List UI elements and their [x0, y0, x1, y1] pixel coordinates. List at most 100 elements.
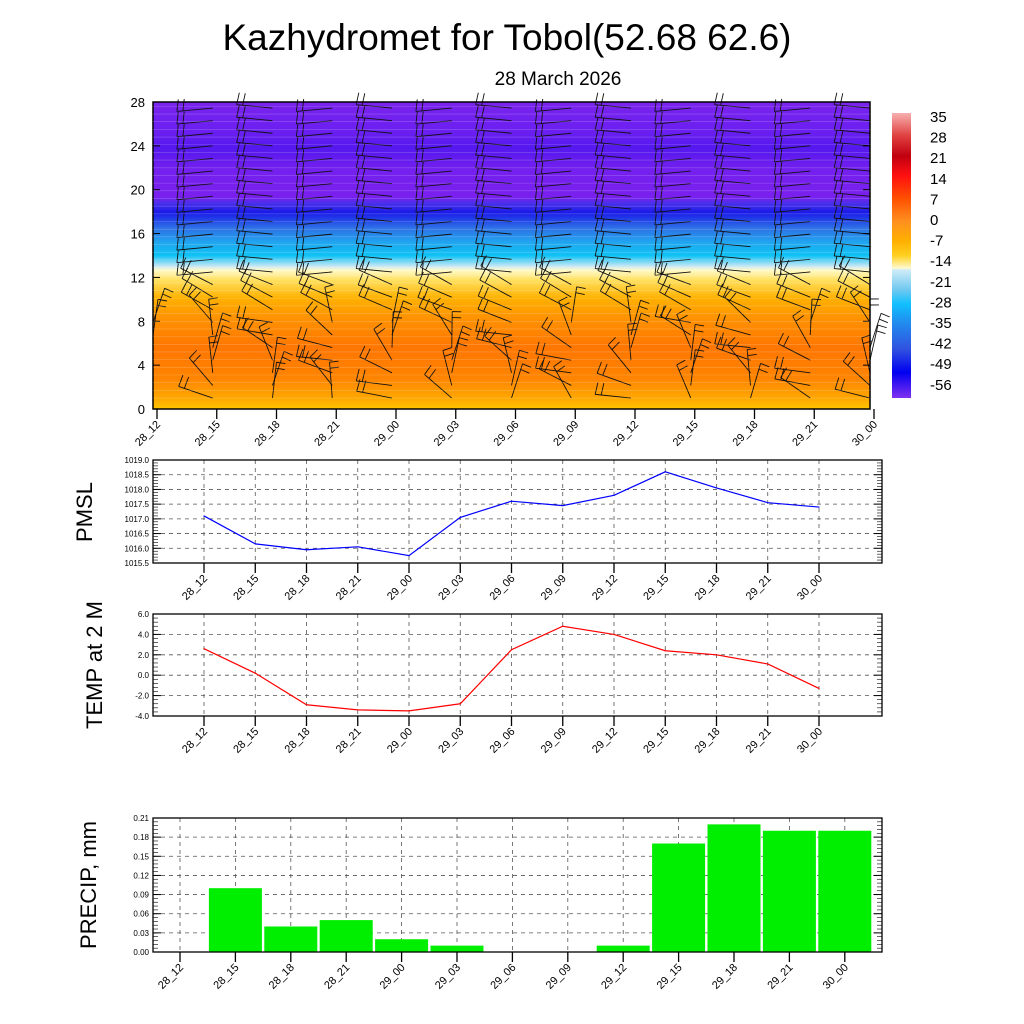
- wind-barb-flag: [702, 338, 712, 344]
- wind-barb-flag: [418, 271, 424, 284]
- wind-barb-staff: [475, 268, 512, 273]
- x-tick-label: 28_21: [334, 573, 364, 603]
- wind-barb-flag: [403, 300, 413, 305]
- wind-barb-flag: [654, 162, 657, 175]
- wind-barb-staff: [600, 290, 632, 311]
- y-tick-label: 4: [138, 358, 145, 373]
- wind-barb-flag: [415, 124, 418, 137]
- wind-barb-flag: [779, 111, 783, 124]
- data-point: [664, 471, 666, 473]
- wind-barb-flag: [176, 137, 179, 150]
- wind-barb-flag: [773, 200, 777, 213]
- wind-barb-flag: [457, 343, 468, 347]
- wind-barb-flag: [242, 317, 247, 330]
- wind-barb-flag: [242, 181, 246, 194]
- x-tick-label: 29_00: [385, 726, 415, 756]
- wind-barb-flag: [720, 257, 724, 270]
- wind-barb-staff: [836, 296, 871, 311]
- wind-barb-flag: [415, 162, 418, 175]
- wind-barb-staff: [717, 294, 751, 311]
- wind-barb-flag: [421, 111, 424, 124]
- wind-barb-flag: [594, 218, 599, 231]
- x-tick-label: 28_12: [133, 419, 163, 449]
- x-tick-label: 28_21: [312, 419, 342, 449]
- colorbar-label: -56: [930, 377, 952, 394]
- wind-barbs: [152, 92, 890, 399]
- wind-barb-flag: [779, 250, 783, 263]
- wind-barb-flag: [242, 219, 246, 232]
- wind-barb-flag: [295, 149, 299, 162]
- wind-barb-staff: [356, 242, 393, 248]
- y-tick-label: 1018.0: [125, 485, 150, 494]
- wind-barb-flag: [600, 143, 605, 156]
- wind-barb-flag: [541, 342, 546, 355]
- wind-barb-flag: [779, 161, 783, 174]
- wind-barb-flag: [481, 156, 485, 169]
- wind-barb-staff: [324, 287, 333, 323]
- wind-barb-flag: [415, 238, 418, 251]
- wind-barb-flag: [654, 212, 657, 225]
- wind-barb-flag: [879, 318, 889, 324]
- wind-barb-flag: [534, 137, 538, 150]
- wind-barb-flag: [880, 312, 890, 318]
- wind-barb-flag: [488, 330, 497, 341]
- wind-barb-staff: [869, 324, 879, 361]
- wind-barb-flag: [415, 112, 418, 125]
- wind-barb-flag: [654, 137, 657, 150]
- wind-barb-flag: [534, 175, 538, 188]
- colorbar: 35 28 21 14 7 0 -7 -14 -21 -28 -35 -42 -49 -56: [892, 109, 952, 398]
- wind-barb-flag: [236, 168, 240, 181]
- wind-barb-flag: [428, 369, 436, 379]
- wind-barb-staff: [356, 142, 393, 147]
- wind-barb-flag: [779, 237, 783, 250]
- wind-barb-flag: [186, 271, 194, 282]
- wind-barb-flag: [654, 225, 657, 238]
- precip-bar: [762, 830, 816, 952]
- wind-barb-flag: [242, 231, 246, 245]
- x-tick-label: 29_09: [539, 726, 569, 756]
- wind-barb-flag: [301, 262, 305, 275]
- wind-barb-flag: [504, 340, 514, 345]
- wind-barb-flag: [295, 175, 299, 188]
- wind-barb-staff: [415, 246, 452, 251]
- x-tick-label: 29_06: [488, 573, 518, 603]
- wind-barb-flag: [600, 219, 605, 232]
- wind-barb-flag: [833, 256, 838, 269]
- wind-barb-flag: [242, 118, 246, 131]
- wind-barb-flag: [535, 356, 539, 369]
- wind-barb-flag: [773, 149, 777, 162]
- wind-barb-flag: [600, 168, 605, 181]
- wind-barb-flag: [594, 168, 599, 181]
- wind-barb-flag: [423, 288, 429, 300]
- x-tick-label: 29_15: [655, 962, 685, 992]
- wind-barb-flag: [421, 237, 424, 250]
- wind-barb-flag: [721, 315, 726, 328]
- data-point: [357, 709, 359, 711]
- wind-barb-flag: [546, 320, 554, 331]
- wind-barb-flag: [792, 309, 802, 317]
- precip-bar: [319, 920, 373, 952]
- wind-barb-staff: [296, 132, 333, 138]
- wind-barb-flag: [785, 370, 793, 382]
- x-tick-label: 29_18: [693, 573, 723, 603]
- chart-title: Kazhydromet for Tobol(52.68 62.6): [222, 17, 791, 58]
- x-tick-label: 29_09: [539, 573, 569, 603]
- wind-barb-flag: [720, 105, 724, 118]
- wind-barb-flag: [301, 149, 305, 162]
- wind-barb-flag: [305, 301, 314, 311]
- wind-barb-staff: [714, 179, 751, 185]
- wind-barb-staff: [356, 104, 393, 109]
- data-point: [357, 546, 359, 548]
- wind-barb-flag: [534, 124, 538, 137]
- wind-barb-flag: [660, 98, 663, 111]
- wind-barb-staff: [475, 192, 512, 197]
- wind-barb-staff: [415, 120, 452, 125]
- wind-barb-flag: [714, 243, 718, 257]
- wind-barb-flag: [421, 224, 424, 237]
- wind-barb-flag: [361, 181, 366, 194]
- wind-barb-flag: [421, 262, 424, 275]
- wind-barb-staff: [356, 255, 393, 260]
- wind-barb-flag: [720, 168, 724, 181]
- wind-barb-flag: [481, 328, 487, 341]
- wind-barb-flag: [475, 243, 479, 257]
